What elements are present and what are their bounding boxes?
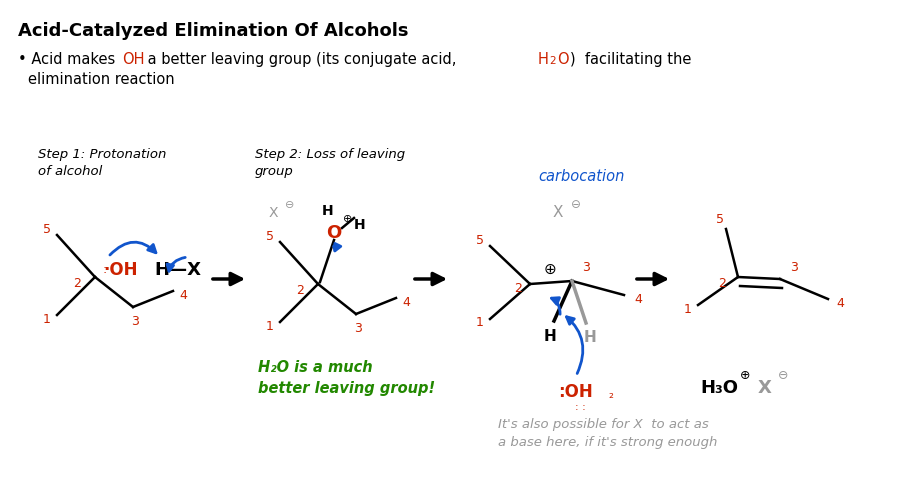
Text: H: H [355, 217, 365, 231]
Text: 4: 4 [179, 289, 187, 302]
Text: H₂O is a much
better leaving group!: H₂O is a much better leaving group! [258, 359, 435, 395]
Text: 2: 2 [73, 277, 81, 290]
Text: ⊕: ⊕ [544, 261, 556, 276]
Text: X: X [758, 378, 772, 396]
Text: Acid-Catalyzed Elimination Of Alcohols: Acid-Catalyzed Elimination Of Alcohols [18, 22, 409, 40]
Text: ₂: ₂ [608, 388, 613, 401]
Text: H—X: H—X [155, 261, 202, 279]
Text: X: X [553, 205, 563, 220]
Text: 1: 1 [476, 316, 484, 329]
Text: 1: 1 [684, 303, 692, 316]
Text: )  facilitating the: ) facilitating the [570, 52, 691, 67]
Text: 1: 1 [43, 313, 51, 326]
Text: carbocation: carbocation [539, 169, 626, 184]
Text: 3: 3 [354, 322, 362, 335]
Text: H: H [583, 330, 597, 345]
Text: 2: 2 [718, 277, 726, 290]
Text: 2: 2 [549, 56, 555, 66]
Text: ⊖: ⊖ [285, 199, 294, 209]
Text: a better leaving group (its conjugate acid,: a better leaving group (its conjugate ac… [143, 52, 461, 67]
Text: H: H [538, 52, 549, 67]
Text: Step 2: Loss of leaving
group: Step 2: Loss of leaving group [255, 148, 405, 178]
Text: 3: 3 [790, 261, 798, 274]
Text: 3: 3 [131, 315, 139, 328]
Text: H: H [322, 203, 334, 217]
Text: 4: 4 [836, 297, 844, 310]
Text: O: O [557, 52, 569, 67]
Text: 5: 5 [266, 230, 274, 243]
Text: 1: 1 [266, 320, 274, 333]
Text: Step 1: Protonation
of alcohol: Step 1: Protonation of alcohol [38, 148, 166, 178]
Text: : :: : : [574, 401, 585, 411]
Text: • Acid makes: • Acid makes [18, 52, 120, 67]
Text: X: X [268, 205, 278, 219]
Text: 5: 5 [43, 223, 51, 236]
Text: elimination reaction: elimination reaction [28, 72, 175, 87]
Text: ·OH: ·OH [103, 261, 138, 279]
Text: 5: 5 [476, 234, 484, 247]
Text: 4: 4 [634, 293, 642, 306]
Text: 5: 5 [716, 213, 724, 226]
Text: ⊕: ⊕ [740, 369, 751, 382]
Text: :OH: :OH [559, 382, 593, 400]
Text: O: O [327, 223, 342, 241]
Text: 3: 3 [582, 261, 590, 274]
Text: It's also possible for X  to act as
a base here, if it's strong enough: It's also possible for X to act as a bas… [498, 417, 717, 448]
Text: 2: 2 [514, 282, 522, 295]
Text: ⊖: ⊖ [778, 369, 788, 382]
Text: 4: 4 [402, 296, 410, 309]
Text: :: : [103, 263, 119, 276]
Text: H₃O: H₃O [700, 378, 738, 396]
Text: 2: 2 [296, 284, 304, 297]
Text: OH: OH [122, 52, 145, 67]
Text: ⊕: ⊕ [343, 213, 353, 223]
Text: H: H [544, 329, 556, 344]
Text: ⊖: ⊖ [572, 198, 580, 211]
